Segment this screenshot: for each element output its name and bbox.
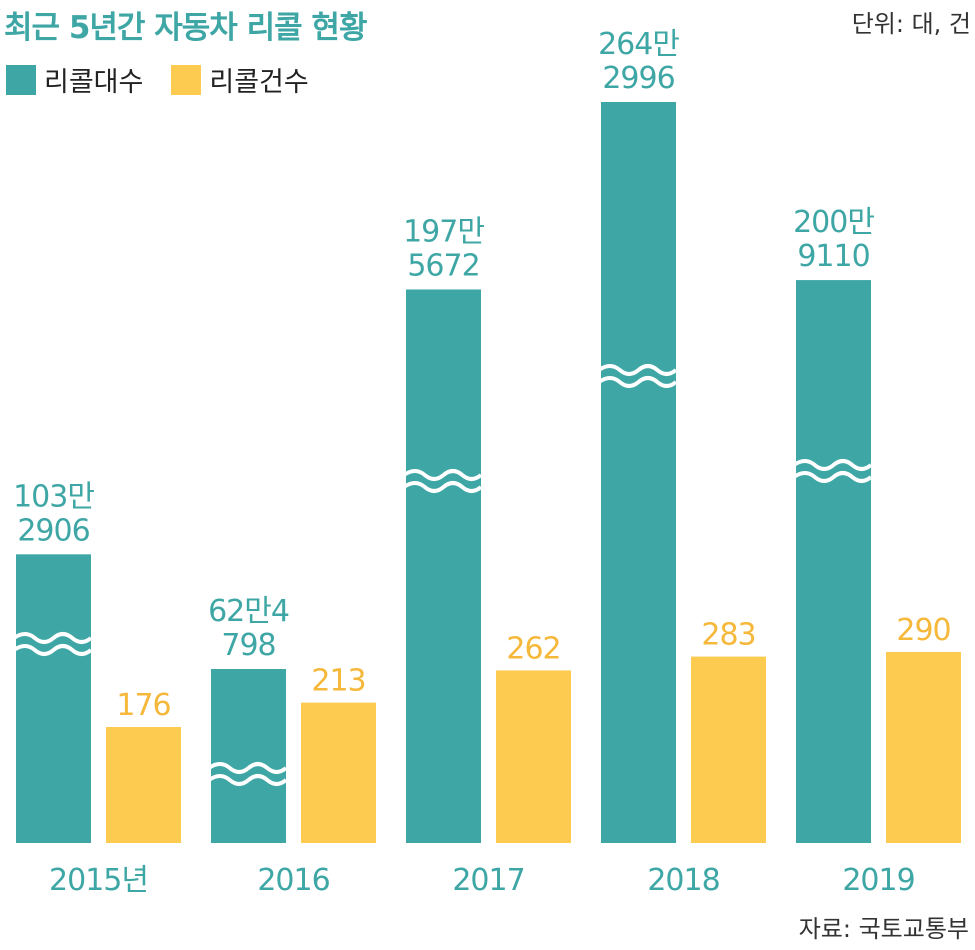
bar-recall-units-3	[601, 102, 676, 843]
axis-break-2-line-2	[402, 481, 483, 493]
category-label-2: 2017	[452, 863, 524, 898]
axis-break-1-line-1	[207, 762, 288, 774]
legend-swatch-recall-units	[6, 64, 36, 95]
source-label: 자료: 국토교통부	[798, 915, 969, 943]
axis-break-0-line-1	[12, 632, 93, 644]
axis-break-4-line-1	[792, 459, 873, 471]
axis-break-3-line-2	[597, 376, 678, 388]
legend-item-recall-units: 리콜대수	[6, 60, 143, 99]
bar-recall-units-0	[16, 554, 91, 843]
data-label-recall-cases-3: 283	[701, 618, 755, 653]
data-label-recall-units-1-line-2: 798	[221, 628, 275, 663]
legend-item-recall-cases: 리콜건수	[171, 60, 309, 99]
bar-recall-units-2	[406, 289, 481, 843]
bar-recall-units-1	[211, 669, 286, 843]
category-label-3: 2018	[647, 863, 719, 898]
unit-label: 단위: 대, 건	[851, 10, 971, 38]
axis-break-4-line-2	[792, 471, 873, 483]
axis-break-3-line-1	[597, 364, 678, 376]
legend-label-recall-cases: 리콜건수	[209, 67, 309, 98]
data-label-recall-cases-4: 290	[896, 613, 950, 648]
axis-break-0-line-2	[12, 644, 93, 656]
data-label-recall-units-4-line-1: 200만	[793, 205, 874, 240]
legend: 리콜대수 리콜건수	[6, 60, 337, 99]
data-label-recall-cases-1: 213	[311, 664, 365, 699]
data-label-recall-units-0-line-2: 2906	[17, 513, 89, 548]
bar-recall-cases-0	[106, 727, 181, 843]
data-label-recall-cases-2: 262	[506, 631, 560, 666]
axis-break-1-line-2	[207, 774, 288, 786]
data-label-recall-units-4-line-2: 9110	[797, 239, 869, 274]
data-label-recall-units-3-line-1: 264만	[598, 27, 679, 62]
legend-swatch-recall-cases	[171, 64, 202, 95]
category-label-4: 2019	[842, 863, 914, 898]
data-label-recall-cases-0: 176	[116, 688, 170, 723]
data-label-recall-units-0-line-1: 103만	[13, 479, 94, 514]
chart-title: 최근 5년간 자동차 리콜 현황	[4, 10, 367, 46]
bar-recall-units-4	[796, 280, 871, 843]
bar-recall-cases-1	[301, 702, 376, 843]
axis-break-2-line-1	[402, 469, 483, 481]
bar-recall-cases-3	[691, 656, 766, 843]
data-label-recall-units-2-line-1: 197만	[403, 214, 484, 249]
data-label-recall-units-2-line-2: 5672	[407, 248, 479, 283]
category-label-0: 2015년	[49, 863, 148, 898]
data-label-recall-units-1-line-1: 62만4	[208, 594, 289, 629]
legend-label-recall-units: 리콜대수	[44, 67, 144, 98]
bar-recall-cases-2	[496, 670, 571, 843]
bar-recall-cases-4	[886, 652, 961, 843]
category-label-1: 2016	[257, 863, 329, 898]
data-label-recall-units-3-line-2: 2996	[602, 61, 674, 96]
